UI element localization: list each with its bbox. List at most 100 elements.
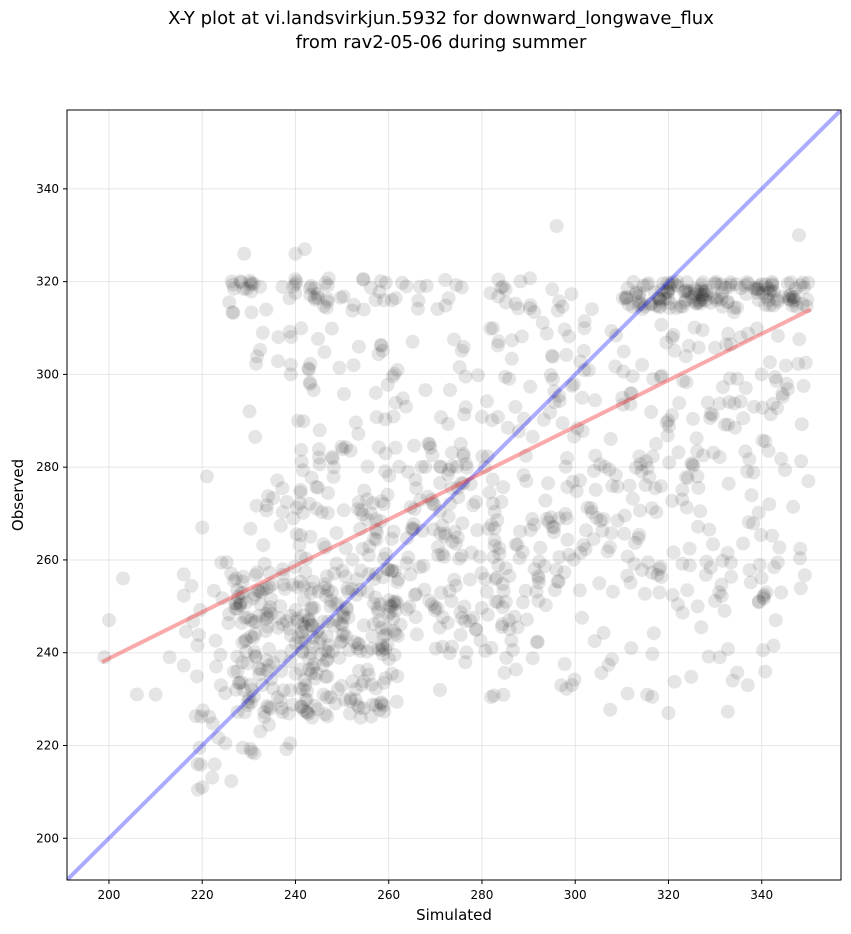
scatter-point (380, 562, 395, 577)
scatter-point (693, 504, 708, 519)
scatter-point (246, 591, 261, 606)
scatter-point (707, 276, 722, 291)
scatter-point (695, 292, 710, 307)
scatter-point (648, 481, 663, 496)
scatter-point (730, 371, 745, 386)
scatter-point (474, 601, 489, 615)
scatter-point (641, 555, 655, 570)
scatter-point (442, 462, 456, 477)
scatter-point (706, 537, 720, 552)
scatter-point (311, 584, 326, 599)
scatter-point (487, 504, 502, 519)
scatter-point (386, 611, 400, 626)
scatter-point (321, 614, 336, 629)
scatter-point (338, 440, 353, 455)
scatter-point (754, 570, 769, 585)
scatter-point (535, 315, 550, 330)
scatter-point (319, 653, 334, 668)
scatter-point (226, 277, 240, 292)
scatter-point (531, 575, 546, 590)
scatter-point (775, 389, 790, 404)
scatter-point (470, 523, 485, 538)
scatter-point (758, 297, 773, 312)
scatter-point (648, 298, 663, 313)
scatter-point (705, 408, 720, 423)
scatter-point (193, 602, 208, 617)
scatter-point (653, 559, 668, 574)
scatter-point (291, 413, 305, 428)
scatter-point (739, 286, 754, 301)
scatter-point (388, 564, 403, 579)
scatter-point (661, 291, 676, 306)
scatter-point (261, 700, 276, 715)
scatter-point (654, 479, 668, 494)
scatter-point (733, 281, 748, 296)
scatter-point (191, 782, 205, 797)
scatter-point (677, 295, 692, 310)
scatter-point (610, 479, 625, 494)
scatter-point (695, 323, 710, 338)
scatter-point (492, 546, 507, 561)
scatter-point (794, 454, 809, 469)
scatter-point (195, 520, 210, 535)
scatter-point (363, 280, 378, 295)
scatter-point (224, 566, 239, 581)
scatter-point (495, 617, 510, 632)
scatter-point (588, 448, 603, 463)
scatter-point (388, 626, 403, 641)
scatter-point (679, 375, 694, 390)
scatter-point (352, 636, 367, 651)
scatter-point (389, 694, 404, 709)
scatter-point (339, 629, 354, 644)
scatter-point (320, 709, 335, 724)
scatter-point (516, 468, 531, 483)
scatter-point (326, 618, 341, 633)
scatter-point (304, 602, 319, 617)
scatter-point (675, 605, 690, 620)
scatter-point (549, 562, 564, 577)
scatter-point (738, 278, 753, 293)
scatter-point (295, 463, 310, 478)
scatter-point (424, 492, 439, 507)
scatter-point (351, 339, 366, 354)
scatter-point (560, 532, 575, 547)
scatter-point (97, 650, 112, 665)
scatter-point (148, 687, 163, 702)
scatter-point (747, 281, 762, 296)
scatter-point (421, 436, 436, 451)
scatter-point (433, 459, 448, 474)
scatter-point (226, 573, 241, 588)
scatter-point (706, 445, 721, 460)
scatter-point (244, 629, 259, 644)
scatter-point (660, 283, 675, 298)
scatter-point (303, 586, 318, 601)
scatter-point (244, 277, 258, 292)
scatter-point (694, 278, 709, 292)
scatter-point (699, 554, 714, 569)
scatter-point (793, 278, 808, 293)
scatter-point (508, 296, 523, 311)
scatter-point (230, 583, 245, 597)
scatter-point (319, 300, 334, 315)
scatter-point (687, 287, 702, 302)
scatter-point (298, 620, 312, 634)
scatter-point (751, 595, 766, 610)
scatter-point (294, 549, 309, 564)
scatter-point (252, 661, 266, 676)
scatter-point (288, 246, 303, 261)
scatter-point (550, 574, 565, 589)
scatter-point (474, 566, 489, 581)
scatter-point (389, 596, 404, 610)
scatter-point (275, 481, 290, 496)
scatter-point (751, 282, 765, 297)
scatter-point (533, 540, 548, 555)
scatter-point (348, 415, 363, 430)
scatter-point (307, 601, 322, 615)
scatter-point (451, 481, 465, 495)
scatter-point (623, 575, 638, 590)
scatter-point (456, 449, 471, 463)
scatter-point (728, 420, 742, 435)
scatter-point (321, 645, 336, 660)
scatter-point (678, 349, 693, 364)
scatter-point (287, 560, 302, 575)
